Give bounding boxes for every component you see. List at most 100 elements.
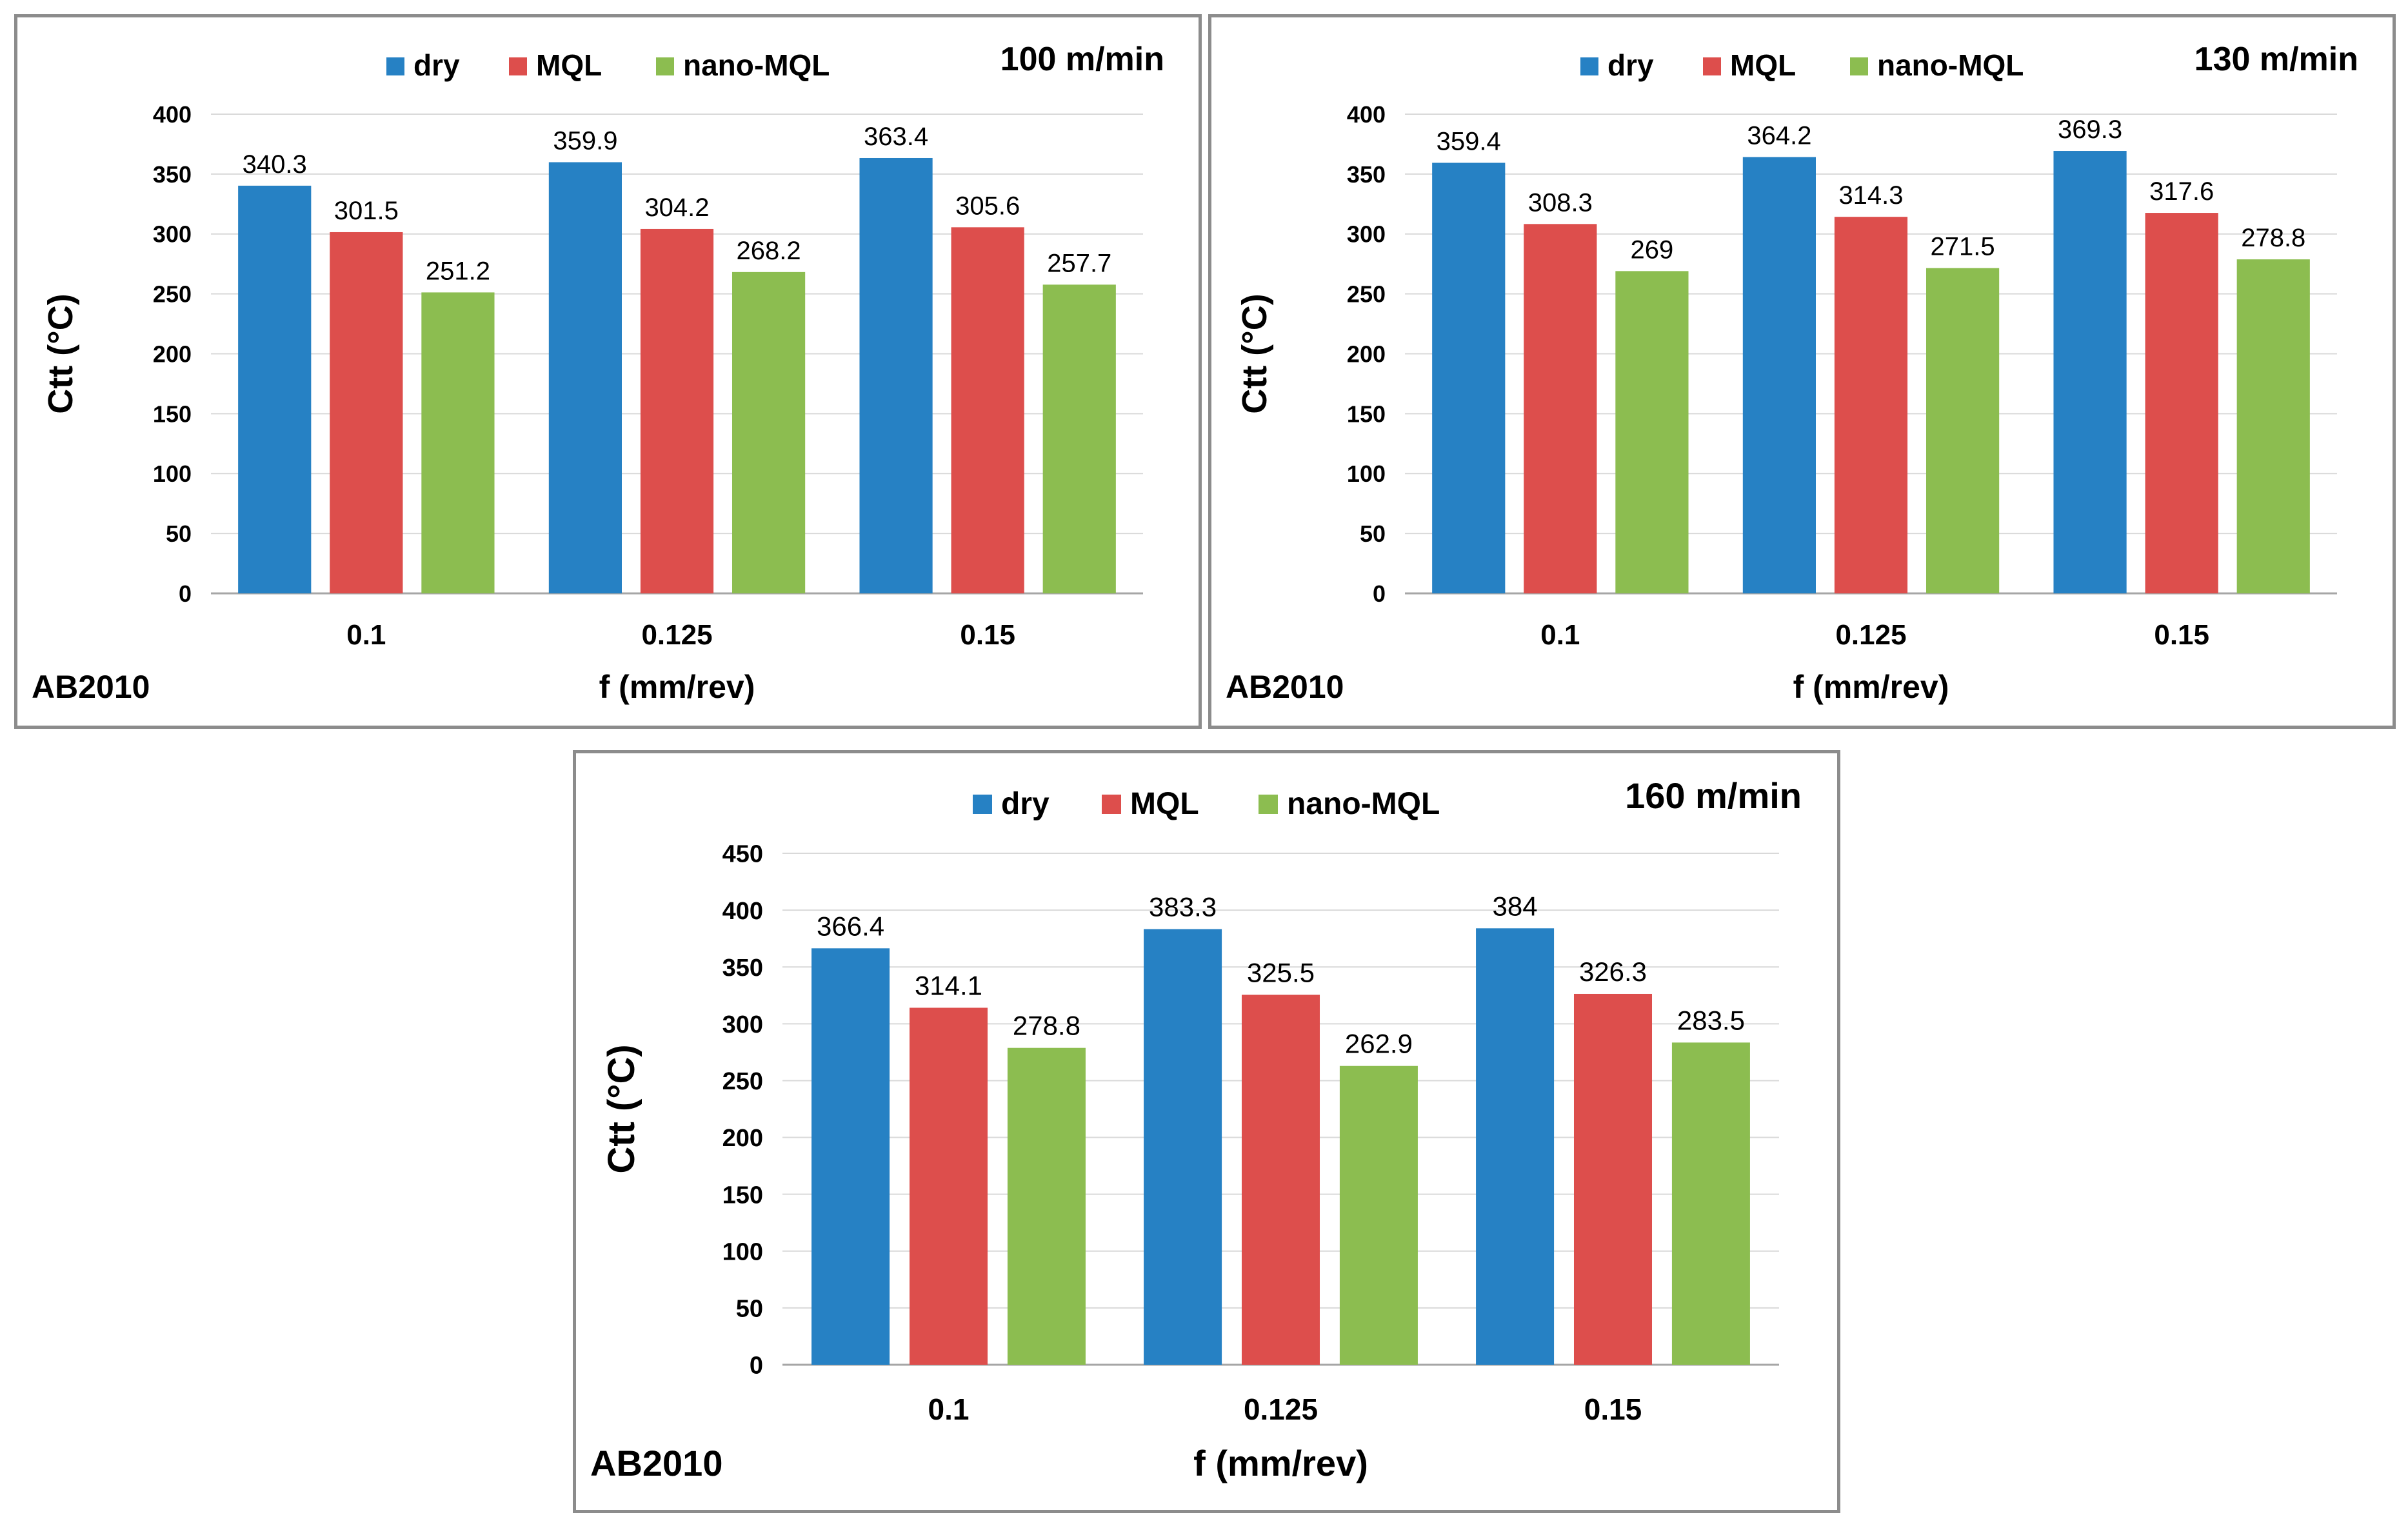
y-tick-label: 50	[1360, 520, 1386, 547]
bar-nano-mql-0-1	[421, 292, 495, 593]
data-label: 340.3	[243, 150, 307, 179]
legend-swatch-nano-mql	[1259, 795, 1278, 814]
y-tick-label: 100	[1347, 461, 1386, 487]
y-tick-label: 200	[722, 1125, 763, 1152]
legend-label-mql: MQL	[1130, 787, 1199, 821]
bar-nano-mql-0-15	[1671, 1042, 1750, 1365]
legend-swatch-dry	[386, 57, 404, 75]
bar-nano-mql-0-1	[1615, 271, 1689, 593]
y-tick-label: 150	[1347, 401, 1386, 427]
data-label: 301.5	[334, 197, 399, 225]
legend-label-mql: MQL	[1730, 48, 1796, 82]
y-tick-label: 100	[722, 1238, 763, 1265]
bar-nano-mql-0-15	[1042, 284, 1116, 593]
legend-label-nano-mql: nano-MQL	[1287, 787, 1440, 821]
bar-nano-mql-0-125	[731, 272, 806, 593]
legend-swatch-nano-mql	[656, 57, 674, 75]
y-tick-label: 150	[722, 1182, 763, 1209]
bar-mql-0-1	[1524, 224, 1597, 593]
bar-mql-0-15	[2145, 213, 2218, 594]
y-tick-label: 350	[1347, 161, 1386, 188]
chart-panel-100: 0 50 100 150 200 250 300 350 400 340.3 301.5 251.2 0…	[14, 14, 1202, 729]
bar-mql-0-15	[1573, 993, 1653, 1365]
legend-label-nano-mql: nano-MQL	[683, 48, 830, 82]
legend-label-dry: dry	[1001, 787, 1050, 821]
corner-label: AB2010	[590, 1443, 722, 1483]
x-axis-label: f (mm/rev)	[1193, 1443, 1368, 1483]
chart-svg-130: 0 50 100 150 200 250 300 350 400 359.4 308.3 269 0.1…	[1226, 41, 2358, 705]
data-label: 305.6	[955, 192, 1020, 220]
chart-panel-160: 0 50 100 150 200 250 300 350 400 450 366.4 314.1 278…	[573, 750, 1840, 1513]
bar-nano-mql-0-1	[1007, 1047, 1086, 1365]
bar-mql-0-125	[1834, 217, 1908, 593]
bar-dry-0-125	[1742, 157, 1816, 593]
legend-label-mql: MQL	[536, 48, 602, 82]
chart-title: 100 m/min	[1000, 41, 1164, 78]
legend-swatch-mql	[509, 57, 527, 75]
data-label: 359.4	[1437, 127, 1501, 155]
legend-label-nano-mql: nano-MQL	[1877, 48, 2024, 82]
y-tick-label: 400	[722, 898, 763, 925]
y-tick-label: 200	[153, 341, 192, 367]
x-tick-label: 0.125	[1835, 619, 1906, 651]
y-tick-label: 50	[166, 520, 192, 547]
data-label: 326.3	[1579, 956, 1647, 987]
y-tick-label: 100	[153, 461, 192, 487]
data-label: 257.7	[1047, 249, 1111, 277]
data-label: 317.6	[2149, 177, 2214, 206]
data-label: 363.4	[864, 123, 928, 151]
bar-dry-0-1	[238, 185, 312, 593]
x-tick-label: 0.15	[960, 619, 1015, 651]
y-tick-label: 400	[1347, 101, 1386, 128]
y-axis-label: Ctt (°C)	[1235, 293, 1274, 414]
data-label: 383.3	[1149, 892, 1217, 922]
y-tick-label: 250	[153, 281, 192, 308]
y-tick-label: 0	[1373, 580, 1386, 607]
y-tick-label: 300	[722, 1011, 763, 1038]
data-label: 384	[1493, 891, 1538, 921]
data-label: 271.5	[1931, 233, 1995, 261]
chart-title: 160 m/min	[1625, 775, 1802, 816]
chart-panel-130: 0 50 100 150 200 250 300 350 400 359.4 308.3 269 0.1…	[1208, 14, 2396, 729]
x-tick-label: 0.125	[1244, 1392, 1318, 1426]
x-tick-label: 0.15	[2154, 619, 2209, 651]
y-tick-label: 350	[153, 161, 192, 188]
legend-label-dry: dry	[413, 48, 460, 82]
y-tick-label: 350	[722, 955, 763, 982]
y-tick-label: 0	[179, 580, 192, 607]
y-tick-label: 50	[736, 1296, 763, 1323]
y-tick-label: 0	[750, 1353, 763, 1380]
bar-dry-0-125	[548, 162, 622, 594]
y-tick-label: 200	[1347, 341, 1386, 367]
bar-dry-0-125	[1144, 929, 1222, 1365]
bar-mql-0-1	[330, 232, 403, 593]
data-label: 308.3	[1528, 188, 1593, 217]
data-label: 278.8	[1013, 1011, 1080, 1041]
legend-swatch-mql	[1102, 795, 1121, 814]
bar-dry-0-15	[1476, 928, 1555, 1365]
y-tick-label: 300	[153, 221, 192, 248]
legend-swatch-dry	[1580, 57, 1598, 75]
data-label: 268.2	[737, 237, 801, 265]
data-label: 325.5	[1247, 957, 1315, 987]
corner-label: AB2010	[1226, 669, 1344, 705]
x-axis-label: f (mm/rev)	[599, 669, 755, 705]
y-axis-label: Ctt (°C)	[41, 293, 80, 414]
data-label: 283.5	[1677, 1005, 1745, 1035]
data-label: 359.9	[553, 126, 617, 155]
y-axis-label: Ctt (°C)	[601, 1044, 642, 1173]
legend-swatch-mql	[1703, 57, 1721, 75]
chart-title: 130 m/min	[2194, 41, 2358, 78]
chart-svg-160: 0 50 100 150 200 250 300 350 400 450 366.4 314.1 278…	[590, 775, 1802, 1483]
bar-nano-mql-0-125	[1339, 1065, 1418, 1365]
bar-mql-0-125	[1241, 995, 1320, 1365]
data-label: 366.4	[817, 911, 884, 941]
data-label: 269	[1631, 235, 1674, 264]
bar-mql-0-125	[640, 228, 714, 593]
bar-nano-mql-0-15	[2236, 259, 2310, 593]
y-tick-label: 400	[153, 101, 192, 128]
data-label: 369.3	[2058, 115, 2122, 144]
data-label: 304.2	[644, 193, 709, 222]
bar-dry-0-1	[1432, 163, 1506, 594]
x-tick-label: 0.1	[346, 619, 386, 651]
